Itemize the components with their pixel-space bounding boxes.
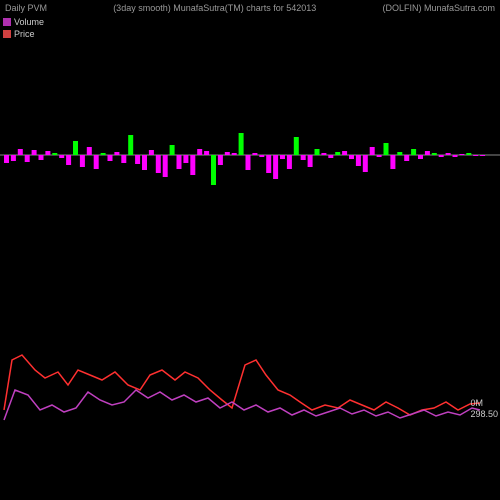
header-center: (3day smooth) MunafaSutra(TM) charts for…	[113, 3, 316, 13]
upper-bar-chart	[0, 120, 500, 190]
chart-header: Daily PVM (3day smooth) MunafaSutra(TM) …	[0, 0, 500, 16]
price-swatch	[3, 30, 11, 38]
right-axis-labels: 0M 298.50	[470, 398, 498, 420]
axis-label-bottom: 298.50	[470, 409, 498, 420]
header-right: (DOLFIN) MunafaSutra.com	[382, 3, 495, 13]
legend-volume-label: Volume	[14, 16, 44, 28]
lower-line-chart	[0, 330, 500, 450]
legend-price-label: Price	[14, 28, 35, 40]
legend-price: Price	[3, 28, 44, 40]
legend: Volume Price	[3, 16, 44, 40]
volume-swatch	[3, 18, 11, 26]
axis-label-top: 0M	[470, 398, 498, 409]
header-left: Daily PVM	[5, 3, 47, 13]
legend-volume: Volume	[3, 16, 44, 28]
